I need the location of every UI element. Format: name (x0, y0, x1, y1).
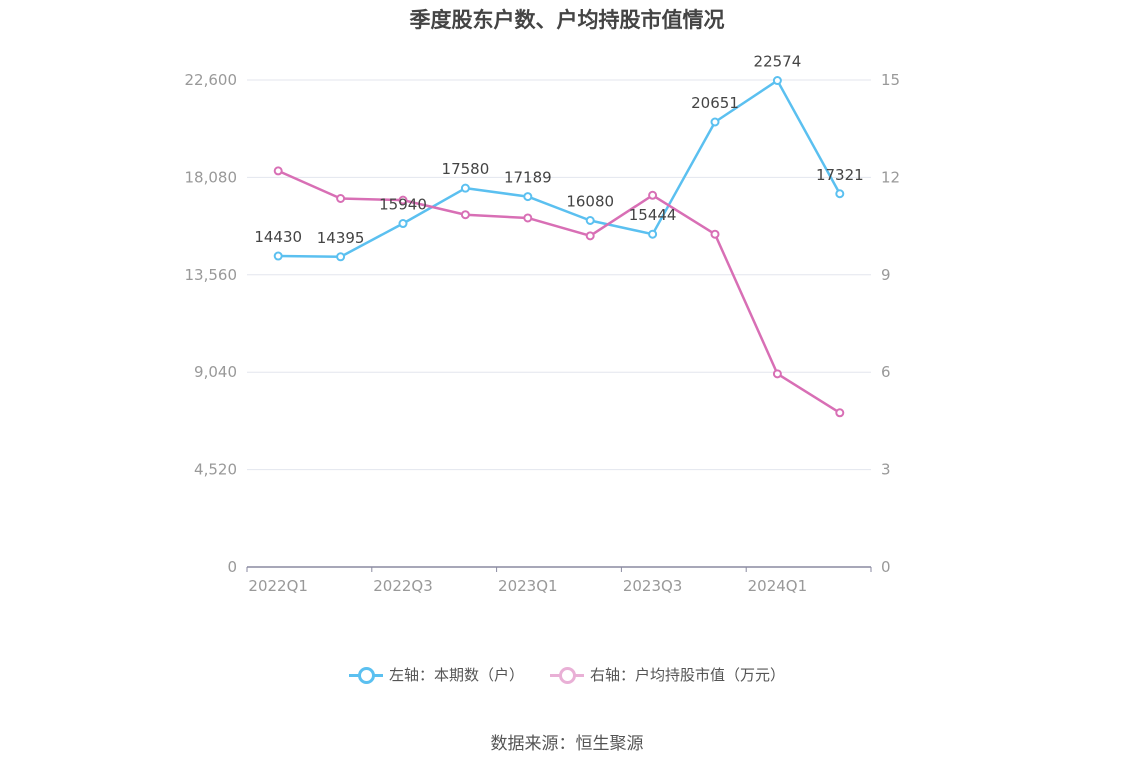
data-point-right (648, 190, 658, 200)
data-point-right (710, 229, 720, 239)
data-point-left (523, 192, 533, 202)
x-axis-tick-label: 2023Q1 (498, 577, 558, 595)
left-axis-tick-label: 22,600 (185, 71, 238, 89)
legend-label-right: 右轴：户均持股市值（万元） (590, 666, 786, 684)
data-point-left (772, 76, 782, 86)
data-label: 17580 (442, 160, 490, 178)
left-axis-tick-label: 9,040 (194, 363, 237, 381)
legend-swatch-left (348, 666, 383, 684)
data-label: 22574 (754, 53, 802, 71)
right-axis-tick-label: 3 (881, 461, 891, 479)
x-axis-tick-label: 2022Q1 (248, 577, 308, 595)
data-point-right (398, 195, 408, 205)
legend-item-right[interactable]: 右轴：户均持股市值（万元） (550, 664, 785, 685)
chart-title: 季度股东户数、户均持股市值情况 (409, 8, 725, 32)
right-axis-tick-label: 0 (881, 558, 891, 576)
data-label: 17321 (816, 166, 864, 184)
series-line-right (277, 169, 841, 414)
right-axis-tick-label: 9 (881, 266, 891, 284)
data-point-right (523, 213, 533, 223)
x-axis-tick-label: 2023Q3 (623, 577, 683, 595)
left-axis-tick-label: 13,560 (185, 266, 238, 284)
data-point-right (336, 194, 346, 204)
data-point-left (273, 251, 283, 261)
data-label: 16080 (566, 192, 614, 210)
data-point-right (835, 408, 845, 418)
data-label: 14430 (254, 228, 302, 246)
data-point-left (835, 189, 845, 199)
data-point-left (710, 117, 720, 127)
left-axis-tick-label: 4,520 (194, 461, 237, 479)
data-point-right (772, 369, 782, 379)
data-point-left (585, 215, 595, 225)
left-axis-tick-label: 18,080 (185, 168, 238, 186)
legend-label-left: 左轴：本期数（户） (388, 666, 524, 684)
data-label: 17189 (504, 169, 552, 187)
x-axis-tick-label: 2024Q1 (748, 577, 808, 595)
data-point-left (648, 229, 658, 239)
data-point-left (336, 252, 346, 262)
data-point-left (460, 183, 470, 193)
right-axis-tick-label: 6 (881, 363, 891, 381)
data-label: 14395 (317, 229, 365, 247)
right-axis-tick-label: 12 (881, 168, 900, 186)
data-label: 20651 (691, 94, 739, 112)
x-axis-tick-label: 2022Q3 (373, 577, 433, 595)
data-label: 15940 (379, 196, 427, 214)
data-point-right (585, 231, 595, 241)
legend-item-left[interactable]: 左轴：本期数（户） (348, 664, 524, 685)
right-axis-tick-label: 15 (881, 71, 900, 89)
data-source: 数据来源：恒生聚源 (490, 734, 644, 754)
data-label: 15444 (629, 206, 677, 224)
legend-swatch-right (550, 666, 584, 684)
series-line-left (278, 79, 841, 259)
data-point-right (460, 210, 470, 220)
left-axis-tick-label: 0 (227, 558, 237, 576)
data-point-right (273, 166, 283, 176)
data-point-left (398, 219, 408, 229)
legend: 左轴：本期数（户） 右轴：户均持股市值（万元） (0, 664, 1134, 685)
